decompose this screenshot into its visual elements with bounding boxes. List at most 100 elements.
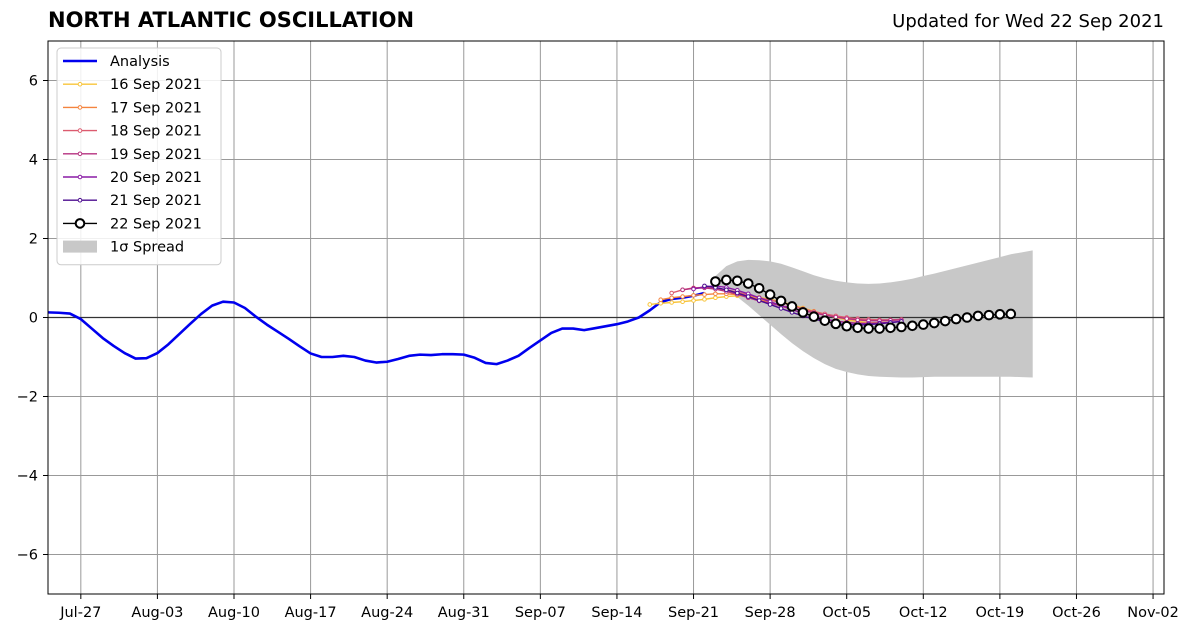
data-point — [713, 291, 718, 297]
data-point — [874, 323, 885, 334]
data-point — [710, 276, 721, 287]
x-tick-label: Sep-28 — [745, 605, 796, 621]
updated-date-label: Updated for Wed 22 Sep 2021 — [892, 11, 1164, 32]
legend-marker — [77, 174, 83, 180]
data-point — [863, 323, 874, 334]
data-point — [830, 318, 842, 330]
data-point — [764, 289, 776, 300]
legend-item: 19 Sep 2021 — [63, 147, 202, 163]
y-tick-label: 4 — [29, 153, 38, 169]
legend-label: 16 Sep 2021 — [110, 77, 202, 93]
data-point — [841, 320, 853, 332]
chart-title: NORTH ATLANTIC OSCILLATION — [48, 8, 415, 32]
x-tick-label: Aug-03 — [131, 605, 183, 621]
x-tick-label: Oct-05 — [822, 605, 871, 621]
data-point — [691, 286, 696, 292]
x-tick-label: Nov-02 — [1127, 605, 1179, 621]
data-point — [742, 278, 754, 289]
series-analysis — [47, 291, 705, 366]
data-point — [647, 302, 653, 307]
data-point — [808, 311, 820, 323]
x-tick-label: Sep-14 — [591, 605, 642, 621]
x-tick-label: Aug-24 — [361, 605, 413, 621]
x-tick-label: Sep-21 — [668, 605, 719, 621]
data-point — [658, 297, 664, 303]
y-tick-label: −2 — [17, 390, 38, 406]
legend-marker — [77, 197, 83, 203]
series-lines — [47, 274, 1017, 366]
data-point — [907, 320, 918, 332]
x-tick-label: Jul-27 — [59, 605, 101, 621]
data-point — [724, 287, 729, 293]
data-point — [734, 290, 740, 296]
x-tick-label: Aug-31 — [438, 605, 490, 621]
data-point — [1005, 308, 1017, 320]
data-point — [896, 321, 907, 333]
x-tick-label: Aug-10 — [208, 605, 260, 621]
data-point — [745, 294, 751, 299]
legend-swatch — [63, 240, 97, 253]
data-point — [767, 302, 773, 307]
legend-marker — [74, 218, 86, 229]
data-point — [731, 275, 743, 287]
legend-item: 1σ Spread — [63, 240, 184, 256]
legend-item: 16 Sep 2021 — [63, 77, 202, 93]
data-point — [775, 295, 787, 307]
data-point — [691, 298, 696, 303]
data-point — [833, 314, 839, 320]
x-tick-label: Oct-12 — [899, 605, 948, 621]
data-point — [994, 309, 1006, 320]
series-line — [47, 291, 705, 366]
legend-label: 21 Sep 2021 — [110, 193, 202, 209]
legend-label: 19 Sep 2021 — [110, 147, 202, 163]
legend: Analysis 16 Sep 2021 17 Sep 2021 18 Sep 202… — [56, 47, 222, 266]
y-tick-label: 0 — [29, 311, 38, 327]
legend-item: 21 Sep 2021 — [63, 193, 202, 209]
legend-label: 1σ Spread — [110, 240, 184, 256]
legend-item: Analysis — [63, 54, 170, 70]
data-point — [797, 307, 809, 318]
data-point — [983, 309, 995, 321]
legend-box — [56, 47, 222, 266]
series-line — [715, 279, 1011, 330]
x-tick-label: Aug-17 — [285, 605, 337, 621]
data-point — [721, 274, 732, 286]
legend-marker — [77, 105, 83, 110]
data-point — [885, 322, 896, 334]
data-point — [702, 297, 707, 302]
spread-band — [715, 250, 1033, 378]
spread-area — [715, 250, 1033, 378]
legend-item: 18 Sep 2021 — [63, 124, 202, 140]
data-point — [753, 282, 765, 294]
data-point — [680, 287, 685, 293]
y-tick-label: 6 — [29, 74, 38, 90]
data-point — [972, 310, 984, 322]
x-tick-label: Oct-19 — [975, 605, 1024, 621]
legend-marker — [77, 151, 83, 157]
legend-label: 18 Sep 2021 — [110, 124, 202, 140]
legend-label: 17 Sep 2021 — [110, 100, 202, 116]
series-22-sep-2021 — [710, 274, 1017, 334]
data-point — [669, 295, 674, 301]
data-point — [844, 316, 850, 321]
data-point — [961, 312, 973, 323]
data-point — [669, 290, 674, 296]
legend-item: 17 Sep 2021 — [63, 100, 202, 116]
data-point — [950, 313, 962, 325]
legend-label: 20 Sep 2021 — [110, 170, 202, 186]
y-tick-label: −6 — [17, 548, 38, 564]
x-tick-label: Sep-07 — [515, 605, 566, 621]
legend-item: 22 Sep 2021 — [63, 216, 202, 232]
data-point — [917, 319, 929, 330]
legend-marker — [77, 81, 83, 87]
data-point — [819, 315, 831, 326]
data-point — [928, 317, 940, 329]
data-point — [786, 301, 798, 312]
data-point — [669, 300, 674, 305]
data-point — [852, 322, 863, 334]
axis-ticks: Jul-27 Aug-03 Aug-10 Aug-17 Aug-24 Aug-31 Sep-… — [17, 74, 1179, 622]
data-point — [680, 299, 685, 305]
data-point — [691, 293, 696, 298]
data-point — [939, 315, 951, 327]
legend-label: 22 Sep 2021 — [110, 216, 202, 232]
